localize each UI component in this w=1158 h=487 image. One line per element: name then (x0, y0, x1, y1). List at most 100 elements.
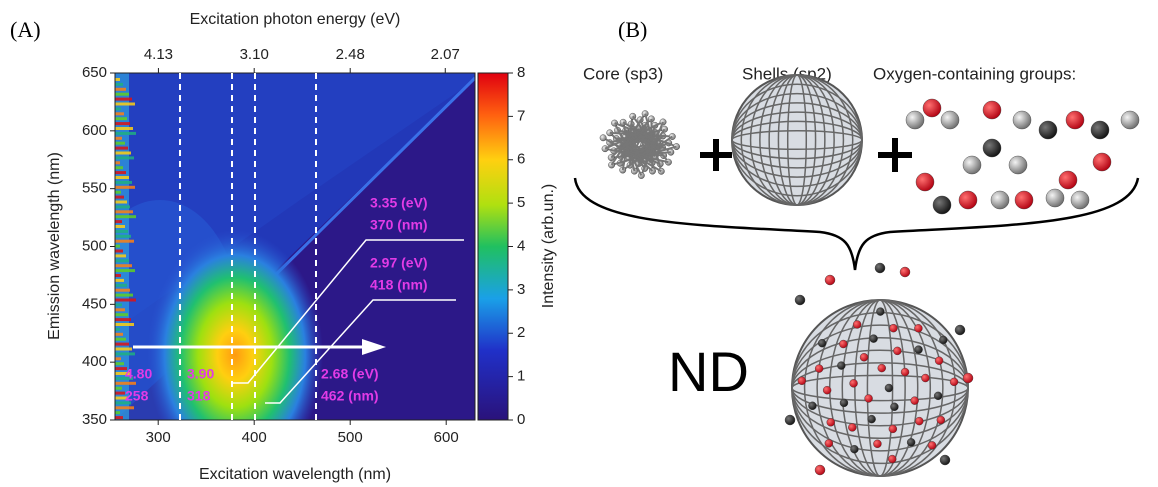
streak (115, 406, 134, 410)
atom (867, 414, 876, 424)
annotation-leaders (232, 239, 464, 404)
atom (824, 274, 836, 286)
streak (115, 166, 123, 170)
atom (1090, 120, 1110, 140)
annotation: 2.68 (eV) (321, 366, 379, 382)
streak (115, 308, 125, 312)
atom (848, 423, 857, 432)
streak (115, 264, 132, 268)
annotation: 318 (187, 388, 211, 404)
colorbar-tick-label: 8 (517, 64, 525, 81)
x-tick-label: 300 (146, 429, 171, 446)
streak (115, 200, 127, 204)
atom (982, 138, 1002, 158)
streak (115, 136, 122, 140)
molecule-art (599, 74, 1140, 477)
bond (602, 136, 662, 173)
atom (905, 110, 925, 130)
atom (824, 439, 834, 448)
atom (889, 323, 898, 333)
streak (115, 161, 120, 165)
atom (914, 345, 923, 354)
atom (934, 356, 944, 365)
mesh (803, 299, 957, 477)
atom (1065, 110, 1085, 130)
colorbar-tick-label: 0 (517, 411, 525, 428)
mesh (731, 83, 863, 197)
atom (852, 320, 862, 329)
atom (837, 361, 846, 370)
atom (839, 398, 849, 408)
streak (115, 401, 131, 405)
atom (922, 98, 942, 118)
streak (115, 313, 128, 317)
atom (877, 363, 886, 373)
annotation: 2.97 (eV) (370, 255, 428, 271)
streak (115, 112, 124, 116)
annotation: 3.90 (187, 366, 214, 382)
y-tick-label: 400 (82, 353, 107, 370)
atom (876, 307, 885, 316)
heatmap (115, 73, 475, 420)
colorbar-tick-label: 1 (517, 368, 525, 385)
streak (115, 141, 125, 145)
streak (115, 332, 123, 336)
atom (915, 416, 924, 426)
atom (839, 339, 848, 349)
streak (115, 347, 132, 351)
atom (888, 424, 898, 434)
atom (900, 367, 910, 377)
atom (794, 294, 806, 306)
atom (936, 415, 946, 425)
streak (115, 190, 121, 194)
streak (115, 244, 120, 248)
bond (644, 113, 663, 172)
top-tick-label: 4.13 (144, 46, 173, 63)
streak (115, 386, 122, 390)
atom (990, 190, 1010, 210)
annotation: 258 (125, 388, 149, 404)
streak (115, 185, 135, 189)
top-tick-label: 2.07 (431, 46, 460, 63)
atom (808, 401, 817, 411)
brace (573, 177, 1140, 271)
streak (115, 215, 136, 219)
streak (115, 318, 131, 322)
atom (874, 262, 886, 274)
streak (115, 127, 133, 130)
atom (784, 414, 796, 426)
atom (982, 100, 1002, 120)
atom (921, 373, 930, 383)
atom (873, 439, 882, 448)
streak (115, 372, 130, 375)
x-axis-title: Excitation wavelength (nm) (199, 466, 391, 483)
panel-label: (B) (618, 17, 647, 42)
streak (115, 391, 125, 395)
streak (115, 176, 129, 179)
panel-label: (A) (10, 17, 41, 42)
colorbar-title: Intensity (arb.un.) (540, 184, 557, 309)
plus-signs (700, 138, 912, 172)
streak (115, 249, 123, 253)
atom (884, 383, 894, 393)
streak (115, 376, 133, 380)
streak (115, 342, 129, 346)
atom (914, 324, 923, 333)
top-axis-title: Excitation photon energy (eV) (190, 11, 401, 28)
streak (115, 78, 120, 81)
top-tick-label: 3.10 (240, 46, 269, 63)
streak (115, 274, 121, 277)
streak (115, 411, 120, 415)
atom (814, 464, 826, 476)
atom (849, 379, 858, 388)
streak (115, 180, 132, 184)
atom (915, 172, 935, 192)
y-axis-title: Emission wavelength (nm) (46, 152, 63, 340)
atom (850, 444, 859, 454)
streak (115, 259, 129, 263)
atom (797, 376, 807, 385)
atom (949, 377, 959, 387)
y-tick-label: 500 (82, 237, 107, 254)
streak (115, 337, 126, 341)
